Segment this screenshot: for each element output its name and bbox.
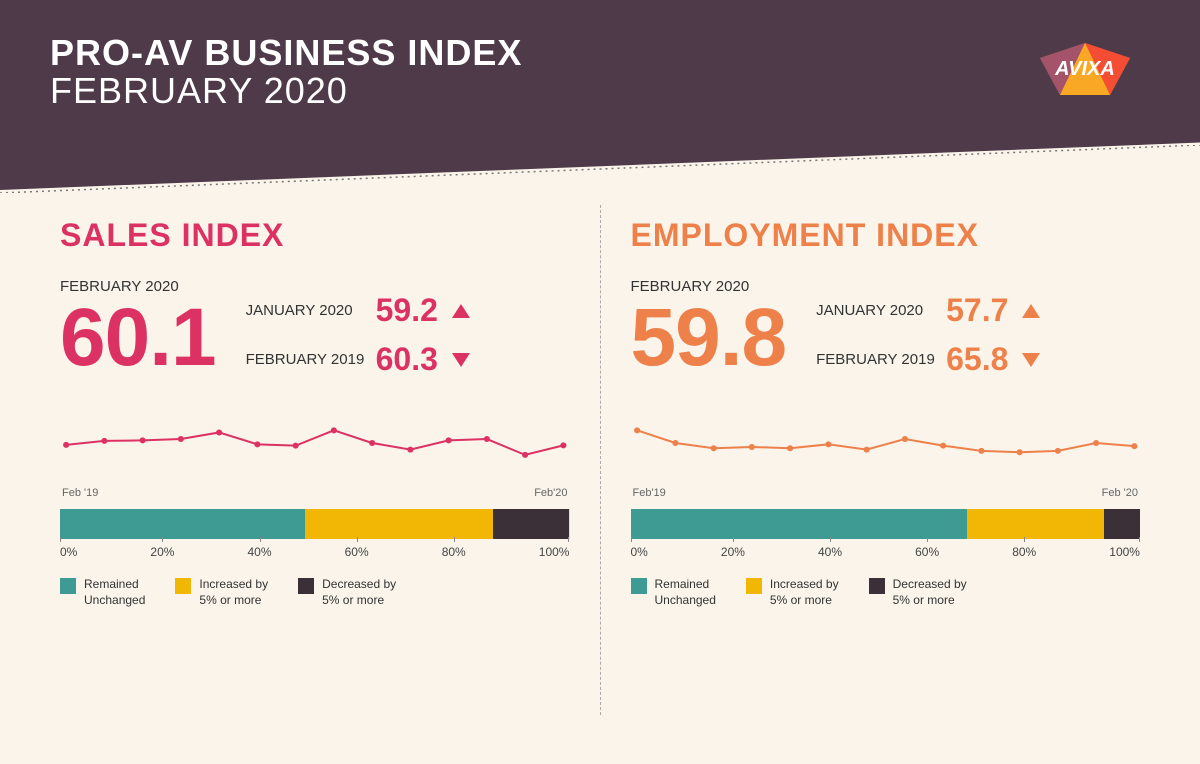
sales-title: SALES INDEX [60, 217, 570, 254]
axis-tick: 20% [150, 545, 174, 559]
employment-spark-end: Feb '20 [1102, 487, 1138, 499]
axis-tick: 40% [818, 545, 842, 559]
legend-label: Decreased by5% or more [322, 577, 396, 608]
employment-value: 59.8 [631, 297, 787, 379]
employment-cmp-prev-month: JANUARY 2020 57.7 [816, 292, 1040, 329]
employment-panel: EMPLOYMENT INDEX FEBRUARY 2020 59.8 JANU… [621, 205, 1151, 764]
triangle-down-icon [1022, 353, 1040, 367]
logo-text: AVIXA [1054, 58, 1115, 80]
legend-item: Increased by5% or more [746, 577, 839, 608]
bar-segment-decreased [1104, 509, 1140, 539]
legend-item: RemainedUnchanged [631, 577, 716, 608]
axis-tick: 80% [442, 545, 466, 559]
employment-comparisons: JANUARY 2020 57.7 FEBRUARY 2019 65.8 [816, 292, 1040, 390]
axis-tick: 100% [1109, 545, 1140, 559]
axis-tick: 60% [915, 545, 939, 559]
panel-divider [600, 205, 601, 715]
axis-tick: 100% [539, 545, 570, 559]
content: SALES INDEX FEBRUARY 2020 60.1 JANUARY 2… [0, 205, 1200, 764]
triangle-up-icon [452, 304, 470, 318]
legend-label: RemainedUnchanged [84, 577, 145, 608]
bar-segment-unchanged [631, 509, 967, 539]
sales-stacked-bar [60, 509, 570, 539]
sales-value: 60.1 [60, 297, 216, 379]
employment-legend: RemainedUnchanged Increased by5% or more D… [631, 577, 1141, 608]
sales-main-metric: FEBRUARY 2020 60.1 [60, 278, 216, 379]
axis-tick: 40% [248, 545, 272, 559]
legend-item: Decreased by5% or more [298, 577, 396, 608]
header: PRO-AV BUSINESS INDEX FEBRUARY 2020 AVIX… [0, 0, 1200, 190]
employment-main-metric: FEBRUARY 2020 59.8 [631, 278, 787, 379]
legend-item: Decreased by5% or more [869, 577, 967, 608]
bar-segment-unchanged [60, 509, 305, 539]
legend-label: Increased by5% or more [199, 577, 268, 608]
employment-spark-start: Feb'19 [633, 487, 666, 499]
legend-item: Increased by5% or more [175, 577, 268, 608]
sales-spark-end: Feb'20 [534, 487, 567, 499]
logo: AVIXA [1030, 40, 1140, 105]
employment-stacked-bar [631, 509, 1141, 539]
sales-comparisons: JANUARY 2020 59.2 FEBRUARY 2019 60.3 [246, 292, 470, 390]
sales-sparkline [60, 408, 570, 478]
axis-tick: 60% [345, 545, 369, 559]
infographic: PRO-AV BUSINESS INDEX FEBRUARY 2020 AVIX… [0, 0, 1200, 764]
employment-cmp-prev-year: FEBRUARY 2019 65.8 [816, 341, 1040, 378]
bar-segment-increased [967, 509, 1105, 539]
page-subtitle: FEBRUARY 2020 [50, 70, 1150, 112]
legend-swatch [746, 578, 762, 594]
legend-swatch [631, 578, 647, 594]
legend-label: Increased by5% or more [770, 577, 839, 608]
employment-axis: 0% 20% 40% 60% 80% 100% [631, 545, 1141, 559]
sales-cmp-prev-year: FEBRUARY 2019 60.3 [246, 341, 470, 378]
triangle-down-icon [452, 353, 470, 367]
legend-label: RemainedUnchanged [655, 577, 716, 608]
axis-tick: 20% [721, 545, 745, 559]
legend-swatch [869, 578, 885, 594]
employment-title: EMPLOYMENT INDEX [631, 217, 1141, 254]
employment-sparkline [631, 408, 1141, 478]
legend-swatch [298, 578, 314, 594]
legend-label: Decreased by5% or more [893, 577, 967, 608]
axis-tick: 0% [631, 545, 648, 559]
axis-tick: 80% [1012, 545, 1036, 559]
sales-panel: SALES INDEX FEBRUARY 2020 60.1 JANUARY 2… [50, 205, 580, 764]
legend-swatch [60, 578, 76, 594]
bar-segment-decreased [493, 509, 569, 539]
sales-legend: RemainedUnchanged Increased by5% or more D… [60, 577, 570, 608]
axis-tick: 0% [60, 545, 77, 559]
sales-cmp-prev-month: JANUARY 2020 59.2 [246, 292, 470, 329]
legend-swatch [175, 578, 191, 594]
legend-item: RemainedUnchanged [60, 577, 145, 608]
sales-axis: 0% 20% 40% 60% 80% 100% [60, 545, 570, 559]
triangle-up-icon [1022, 304, 1040, 318]
page-title: PRO-AV BUSINESS INDEX [50, 32, 1150, 74]
bar-segment-increased [305, 509, 494, 539]
sales-spark-start: Feb '19 [62, 487, 98, 499]
